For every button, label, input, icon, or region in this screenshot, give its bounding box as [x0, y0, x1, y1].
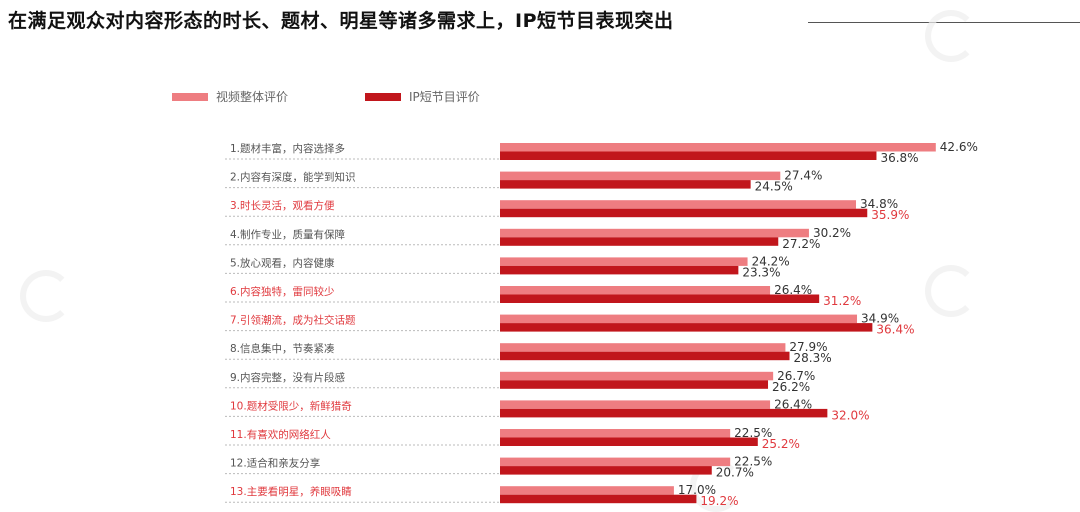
bar-overall [500, 486, 674, 495]
bar-ip [500, 294, 820, 303]
bar-ip [500, 466, 712, 475]
value-label-overall: 26.4% [774, 283, 812, 297]
legend-swatch-overall [172, 92, 208, 101]
value-label-overall: 30.2% [813, 226, 851, 240]
watermark-logo-icon [925, 10, 977, 62]
value-label-overall: 26.4% [774, 397, 812, 411]
category-label: 13.主要看明星，养眼吸睛 [230, 485, 352, 498]
bar-ip [500, 351, 790, 361]
bar-overall [500, 429, 731, 438]
bar-overall [500, 343, 786, 352]
category-label: 2.内容有深度，能学到知识 [230, 171, 356, 184]
category-label: 8.信息集中，节奏紧凑 [230, 342, 335, 355]
legend-item-ip: IP短节目评价 [365, 88, 480, 105]
bar-overall [500, 457, 731, 467]
value-label-ip: 27.2% [782, 237, 820, 251]
category-label: 3.时长灵活，观看方便 [230, 199, 335, 212]
value-label-ip: 28.3% [794, 351, 832, 365]
watermark-logo-icon [20, 270, 72, 322]
legend-swatch-ip [365, 92, 401, 101]
bar-overall [500, 228, 809, 238]
value-label-overall: 34.9% [861, 312, 899, 326]
value-label-ip: 36.8% [880, 151, 918, 165]
bar-ip [500, 265, 739, 275]
value-label-overall: 24.2% [752, 254, 790, 268]
bar-overall [500, 143, 936, 152]
value-label-ip: 25.2% [762, 437, 800, 451]
category-label: 9.内容完整，没有片段感 [230, 371, 346, 384]
category-label: 7.引领潮流，成为社交话题 [230, 314, 356, 327]
bar-ip [500, 494, 697, 504]
value-label-ip: 36.4% [876, 323, 914, 337]
value-label-overall: 34.8% [860, 197, 898, 211]
bar-ip [500, 380, 769, 389]
bar-ip [500, 408, 828, 418]
legend-label-overall: 视频整体评价 [216, 90, 289, 104]
watermark-logo-icon [925, 265, 977, 317]
value-label-overall: 27.9% [789, 340, 827, 354]
bar-ip [500, 323, 873, 332]
legend-label-ip: IP短节目评价 [409, 90, 480, 104]
bar-overall [500, 200, 857, 209]
value-label-ip: 19.2% [700, 494, 738, 506]
bar-overall [500, 314, 858, 324]
category-label: 4.制作专业，质量有保障 [230, 228, 346, 241]
category-label: 6.内容独特，雷同较少 [230, 285, 335, 298]
category-label: 11.有喜欢的网络红人 [230, 428, 331, 441]
value-label-ip: 35.9% [871, 208, 909, 222]
legend-item-overall: 视频整体评价 [172, 88, 288, 105]
category-label: 10.题材受限少，新鲜猎奇 [230, 399, 352, 412]
bar-overall [500, 400, 771, 409]
value-label-ip: 32.0% [831, 408, 869, 422]
value-label-overall: 22.5% [734, 455, 772, 469]
value-label-overall: 42.6% [940, 140, 978, 154]
value-label-ip: 31.2% [823, 294, 861, 308]
value-label-ip: 20.7% [716, 466, 754, 480]
bar-ip [500, 151, 877, 160]
value-label-ip: 23.3% [742, 265, 780, 279]
bar-overall [500, 257, 748, 266]
category-label: 5.放心观看，内容健康 [230, 256, 335, 269]
value-label-ip: 24.5% [755, 180, 793, 194]
bar-ip [500, 237, 779, 246]
bar-ip [500, 437, 758, 446]
value-label-overall: 17.0% [678, 483, 716, 497]
value-label-ip: 26.2% [772, 380, 810, 394]
bar-ip [500, 208, 868, 218]
bar-ip [500, 180, 751, 189]
page-title: 在满足观众对内容形态的时长、题材、明星等诸多需求上，IP短节目表现突出 [8, 10, 674, 32]
bar-overall [500, 171, 781, 181]
bar-overall [500, 371, 774, 381]
category-label: 1.题材丰富，内容选择多 [230, 142, 345, 155]
bar-overall [500, 286, 771, 295]
value-label-overall: 26.7% [777, 369, 815, 383]
value-label-overall: 22.5% [734, 426, 772, 440]
value-label-overall: 27.4% [784, 169, 822, 183]
category-label: 12.适合和亲友分享 [230, 457, 320, 470]
